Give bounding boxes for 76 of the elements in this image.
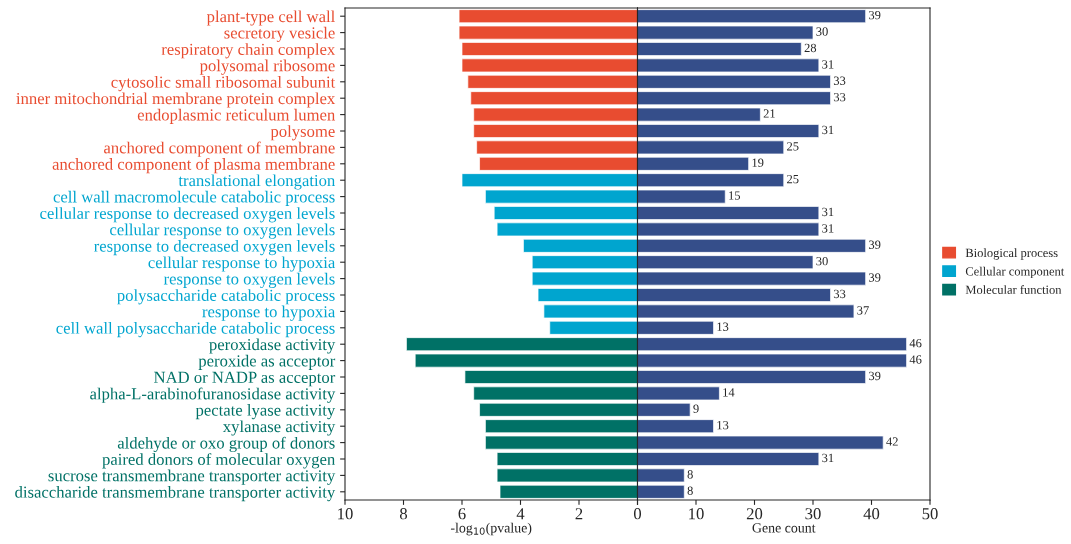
y-tick-label: alpha-L-arabinofuranosidase activity [90, 387, 336, 403]
y-tick-label: polysomal ribosome [199, 59, 335, 75]
data-label: 31 [822, 125, 834, 135]
y-tick-label: response to hypoxia [202, 305, 336, 321]
x-axis-title: -log$_{10}$(pvalue) [450, 522, 532, 536]
y-tick-label: disaccharide transmembrane transporter activity [15, 486, 336, 502]
y-tick-label: inner mitochondrial membrane protein complex [16, 92, 336, 108]
data-label: 9 [693, 404, 699, 413]
data-label: 42 [886, 437, 898, 446]
data-label: 8 [687, 486, 693, 495]
data-label: 31 [822, 207, 834, 217]
y-tick-label: polysome [270, 125, 335, 141]
data-label: 15 [729, 191, 741, 200]
data-label: 25 [787, 142, 799, 151]
y-tick-label: cellular response to oxygen levels [110, 223, 335, 239]
x-tick-label: 10 [338, 508, 353, 520]
data-label: 33 [833, 76, 846, 85]
x-tick-label: 20 [746, 508, 763, 520]
y-tick-label: anchored component of plasma membrane [52, 157, 335, 174]
data-label: 39 [869, 371, 881, 381]
y-tick-label: endoplasmic reticulum lumen [137, 108, 336, 124]
data-label: 33 [833, 289, 846, 299]
data-label: 13 [717, 420, 729, 430]
x-tick-label: 2 [575, 508, 583, 520]
data-label: 19 [752, 158, 764, 167]
y-tick-label: anchored component of membrane [104, 141, 335, 157]
data-label: 39 [869, 273, 881, 282]
data-label: 37 [857, 306, 869, 315]
x-tick-label: 4 [516, 508, 525, 520]
y-tick-label: cellular response to hypoxia [148, 256, 336, 272]
y-tick-label: NAD or NADP as acceptor [154, 371, 336, 387]
y-tick-label: translational elongation [178, 174, 336, 190]
data-label: 30 [816, 256, 828, 266]
x-tick-label: 8 [399, 508, 408, 520]
y-tick-label: xylanase activity [222, 420, 336, 436]
y-tick-label: peroxidase activity [209, 338, 336, 354]
y-tick-label: peroxide as acceptor [198, 354, 336, 370]
y-tick-label: plant-type cell wall [206, 10, 335, 26]
data-label: 39 [869, 240, 881, 249]
y-tick-label: respiratory chain complex [161, 43, 336, 59]
data-label: 8 [687, 470, 693, 479]
data-label: 46 [909, 355, 922, 364]
y-tick-label: response to decreased oxygen levels [94, 240, 335, 256]
y-tick-label: cell wall polysaccharide catabolic process [56, 322, 335, 338]
y-tick-label: cytosolic small ribosomal subunit [111, 76, 336, 92]
data-label: 25 [787, 174, 799, 184]
y-tick-label: secretory vesicle [224, 26, 335, 42]
data-label: 46 [909, 338, 922, 348]
y-tick-label: cell wall macromolecule catabolic process [53, 190, 335, 206]
x-tick-label: 40 [863, 508, 880, 520]
y-tick-label: response to oxygen levels [163, 272, 335, 288]
y-tick-label: cellular response to decreased oxygen levels [40, 207, 335, 223]
data-label: 21 [763, 109, 775, 118]
y-tick-label: paired donors of molecular oxygen [102, 453, 336, 469]
x-tick-label: 50 [922, 508, 938, 520]
legend-label: Cellular component [965, 266, 1065, 279]
x-axis-title: Gene count [752, 523, 816, 533]
x-tick-label: 30 [805, 508, 821, 520]
data-label: 39 [869, 10, 881, 20]
data-label: 31 [822, 60, 834, 69]
legend-label: Biological process [965, 248, 1058, 260]
data-label: 33 [833, 92, 846, 102]
data-label: 14 [723, 388, 735, 397]
x-tick-label: 0 [633, 508, 642, 520]
data-label: 13 [717, 322, 729, 331]
x-tick-label: 10 [689, 508, 704, 520]
legend-label: Molecular function [965, 285, 1062, 294]
data-label: 31 [822, 453, 834, 463]
data-label: 28 [804, 43, 817, 53]
y-tick-label: aldehyde or oxo group of donors [117, 436, 335, 453]
y-tick-label: polysaccharide catabolic process [117, 289, 335, 305]
y-tick-label: pectate lyase activity [195, 404, 336, 420]
data-label: 30 [816, 27, 828, 36]
data-label: 31 [822, 224, 834, 233]
y-tick-label: sucrose transmembrane transporter activity [48, 469, 336, 485]
x-tick-label: 6 [458, 508, 466, 520]
